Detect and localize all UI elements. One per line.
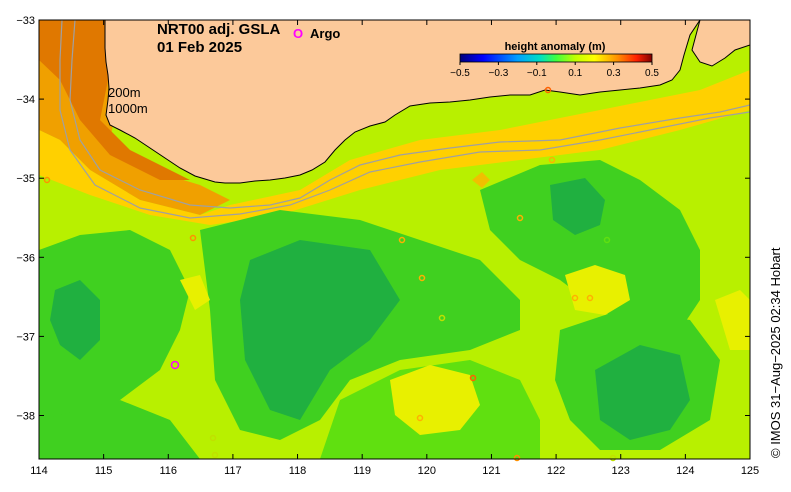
argo-float[interactable] [516,214,524,222]
field-green-west [39,230,190,420]
colorbar-tick-label: 0.5 [645,68,659,79]
x-tick-label: 121 [482,465,500,477]
argo-float[interactable] [609,454,617,462]
y-axis: −33 −34 −35 −36 −37 −38 [16,15,750,422]
isobath-200m [69,20,750,209]
colorbar-title: height anomaly (m) [505,41,606,53]
argo-float[interactable] [211,451,219,459]
x-tick-label: 122 [547,465,565,477]
x-tick-label: 115 [95,465,113,477]
colorbar-tick-label: 0.1 [568,68,582,79]
x-tick-label: 123 [612,465,630,477]
field-green-east [480,160,700,330]
x-tick-label: 118 [289,465,307,477]
plot-frame [38,19,751,460]
y-tick-label: −33 [16,15,35,27]
y-tick-label: −34 [16,94,35,106]
argo-float[interactable] [603,236,611,244]
x-tick-label: 125 [741,465,759,477]
map-title-line2: 01 Feb 2025 [157,39,242,56]
argo-float[interactable] [209,434,217,442]
y-tick-label: −36 [16,252,35,264]
argo-legend-symbol: O [293,26,303,41]
argo-float[interactable] [43,176,51,184]
argo-float[interactable] [438,314,446,322]
argo-legend-label: Argo [310,26,340,41]
x-axis: 114 115 116 117 118 119 120 121 122 123 124 125 [30,20,759,477]
isobaths [59,20,750,219]
y-tick-label: −37 [16,331,35,343]
field-orange-spot [472,172,490,188]
argo-floats [43,86,617,462]
x-tick-label: 116 [159,465,177,477]
field-green-south [39,400,200,459]
argo-float[interactable] [418,274,426,282]
field-higher-nw [39,20,190,180]
australia-land-east [691,20,750,67]
colorbar-tick-label: −0.1 [527,68,547,79]
argo-float[interactable] [586,294,594,302]
argo-float[interactable] [398,236,406,244]
x-tick-label: 119 [353,465,371,477]
field-yellow-s1 [390,365,480,435]
x-tick-label: 120 [418,465,436,477]
field-core-center [240,240,400,420]
colorbar-gradient [459,53,653,63]
argo-float[interactable] [548,156,556,164]
x-tick-label: 117 [224,465,242,477]
field-yellow-coast [39,70,750,225]
colorbar-ticks: −0.5 −0.3 −0.1 0.1 0.3 0.5 [450,62,659,79]
field-core-se [595,345,690,440]
argo-float[interactable] [544,86,552,94]
argo-float[interactable] [513,454,521,462]
field-yellow-w1 [180,275,210,310]
argo-float[interactable] [469,374,477,382]
argo-float[interactable] [571,294,579,302]
field-yellow-e1 [565,265,630,315]
colorbar: height anomaly (m) −0.5 −0.3 −0.1 0.1 0.3 0.5 [450,41,659,79]
argo-float-highlight[interactable] [170,360,180,370]
field-yellow-e2 [715,290,750,350]
isobath-label-200: 200m [108,85,141,100]
colorbar-tick-label: −0.3 [489,68,509,79]
x-tick-label: 124 [676,465,694,477]
isobath-label-1000: 1000m [108,101,148,116]
field-core-west [50,280,100,360]
argo-float[interactable] [416,414,424,422]
field-core-east [550,178,605,235]
y-tick-label: −38 [16,410,35,422]
x-tick-label: 114 [30,465,48,477]
credit-text: © IMOS 31−Aug−2025 02:34 Hobart [768,247,783,458]
y-tick-label: −35 [16,173,35,185]
isobath-1000m [59,20,750,219]
colorbar-tick-label: 0.3 [607,68,621,79]
map-title-line1: NRT00 adj. GSLA [157,21,281,38]
colorbar-tick-label: −0.5 [450,68,470,79]
argo-float[interactable] [189,234,197,242]
